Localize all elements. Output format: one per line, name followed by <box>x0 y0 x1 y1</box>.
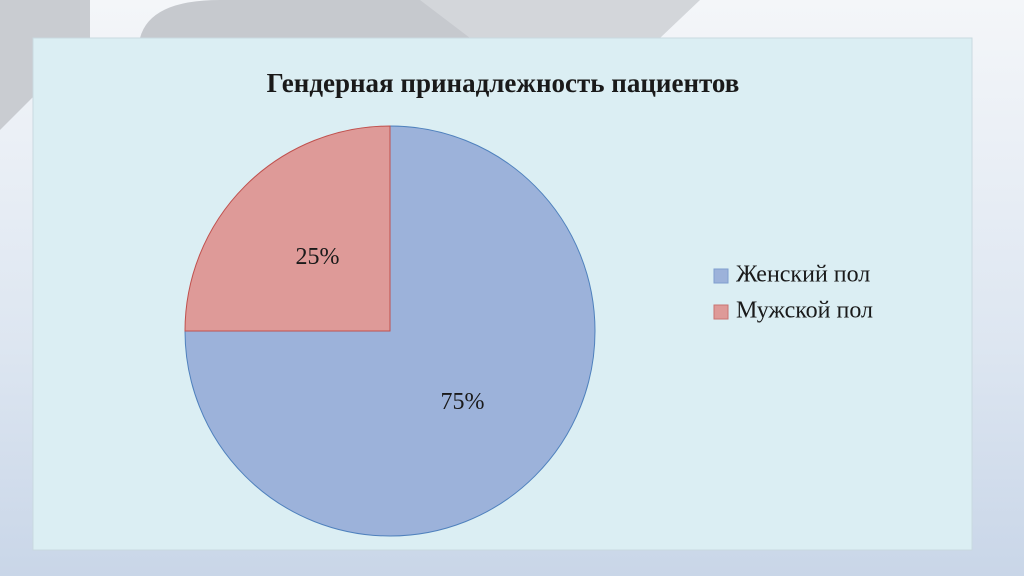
decor-shape <box>140 0 470 38</box>
chart-title: Гендерная принадлежность пациентов <box>267 68 740 98</box>
legend-label: Женский пол <box>736 262 870 288</box>
data-label: 25% <box>296 244 340 270</box>
legend-swatch <box>713 268 729 284</box>
data-label: 75% <box>440 389 484 415</box>
legend-label: Мужской пол <box>736 298 873 324</box>
pie-slice <box>184 125 391 332</box>
legend-swatch <box>713 304 729 320</box>
decor-shape <box>420 0 700 38</box>
